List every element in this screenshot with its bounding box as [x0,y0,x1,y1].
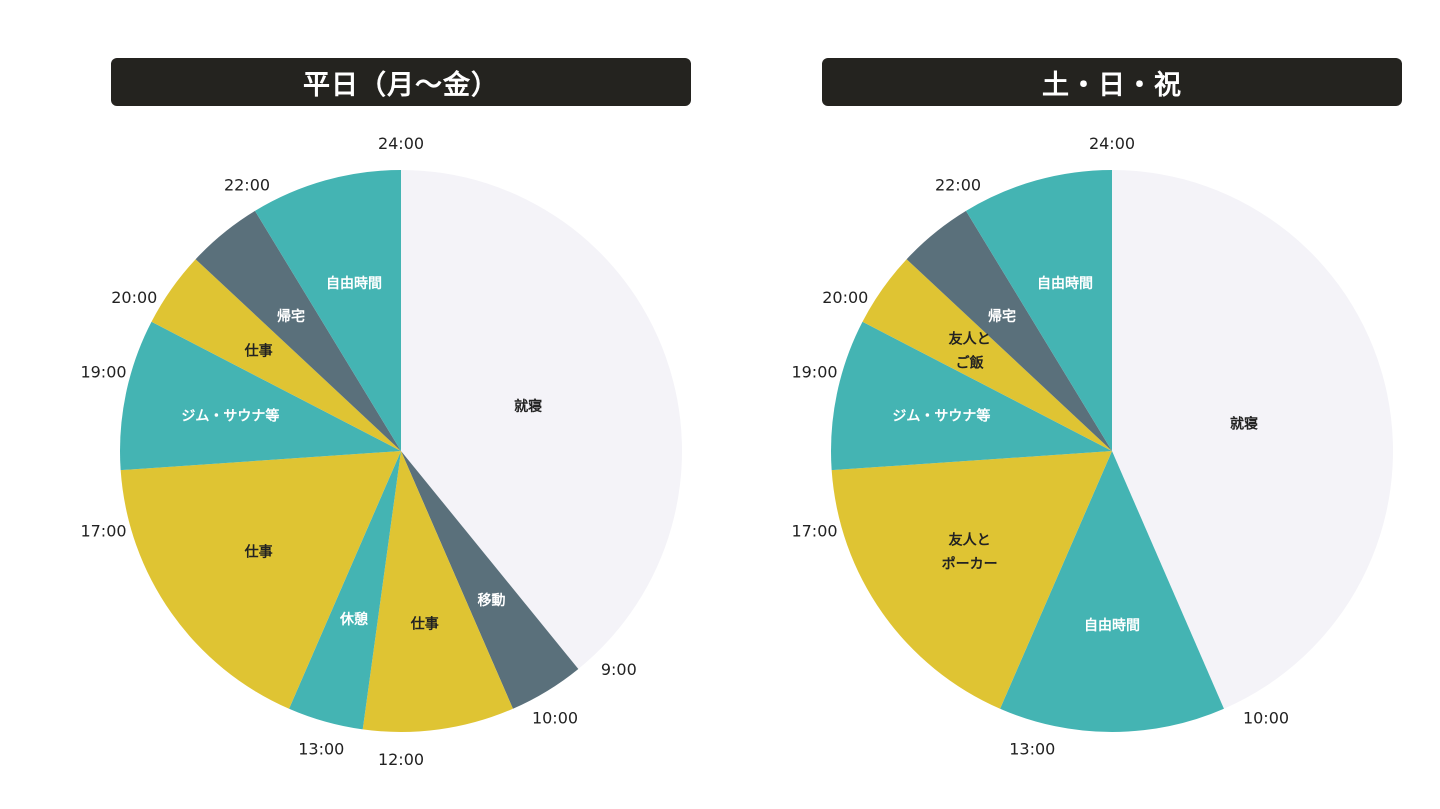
weekend-slice-1 [1000,451,1224,732]
weekday-slice-2 [362,451,513,732]
weekday-time-label-0: 24:00 [378,134,424,153]
weekend-slice-2 [831,451,1112,709]
weekend-time-label-2: 13:00 [1009,740,1055,759]
weekend-slice-label-2: 友人とポーカー [942,531,998,572]
weekend-slice-label-0: 就寝 [1230,416,1258,433]
weekend-slice-4 [862,259,1112,451]
weekday-slice-label-7: 帰宅 [277,308,305,325]
weekday-slice-0 [401,170,682,669]
weekday-time-label-8: 22:00 [224,175,270,194]
weekday-chart-title: 平日（月〜金） [111,58,691,106]
weekday-slice-5 [119,321,401,471]
weekday-slice-label-0: 就寝 [514,398,542,415]
weekday-slice-label-4: 仕事 [244,543,273,560]
weekday-slice-label-1: 移動 [478,592,506,609]
weekend-slice-3 [831,321,1112,471]
weekend-slice-6 [965,170,1112,451]
weekend-chart-title: 土・日・祝 [822,58,1402,106]
weekday-time-label-5: 17:00 [80,522,126,541]
weekend-slice-label-6: 自由時間 [1037,275,1093,292]
weekday-slice-label-5: ジム・サウナ等 [181,408,279,425]
weekend-time-label-0: 24:00 [1089,134,1135,153]
weekend-time-label-5: 20:00 [822,288,868,307]
weekend-time-label-1: 10:00 [1243,709,1289,728]
weekend-time-label-4: 19:00 [791,362,837,381]
weekday-slice-4 [120,451,401,709]
weekday-time-label-6: 19:00 [80,362,126,381]
weekday-time-label-2: 10:00 [532,709,578,728]
weekday-slice-label-8: 自由時間 [326,275,382,292]
weekday-slice-label-6: 仕事 [244,343,273,360]
weekend-slice-label-4: 友人とご飯 [949,331,991,372]
weekday-slice-7 [195,210,401,451]
weekday-time-label-1: 9:00 [601,660,637,679]
weekday-slice-label-3: 休憩 [339,611,368,628]
weekend-slice-0 [1112,170,1394,709]
weekday-slice-label-2: 仕事 [410,616,439,633]
weekend-slice-label-5: 帰宅 [988,308,1016,325]
weekday-slice-6 [151,259,401,451]
weekend-slice-5 [906,210,1112,451]
weekday-time-label-3: 12:00 [378,750,424,769]
weekday-slice-8 [254,170,401,451]
weekend-slice-label-3: ジム・サウナ等 [892,408,990,425]
weekday-slice-3 [289,451,401,730]
weekend-time-label-6: 22:00 [935,175,981,194]
weekday-time-label-7: 20:00 [111,288,157,307]
weekday-slice-1 [401,451,579,709]
weekday-time-label-4: 13:00 [298,740,344,759]
weekday-pie: 就寝移動仕事休憩仕事ジム・サウナ等仕事帰宅自由時間24:009:0010:001… [80,134,682,769]
weekend-pie: 就寝自由時間友人とポーカージム・サウナ等友人とご飯帰宅自由時間24:0010:0… [791,134,1394,759]
weekend-time-label-3: 17:00 [791,522,837,541]
weekend-slice-label-1: 自由時間 [1084,617,1140,634]
